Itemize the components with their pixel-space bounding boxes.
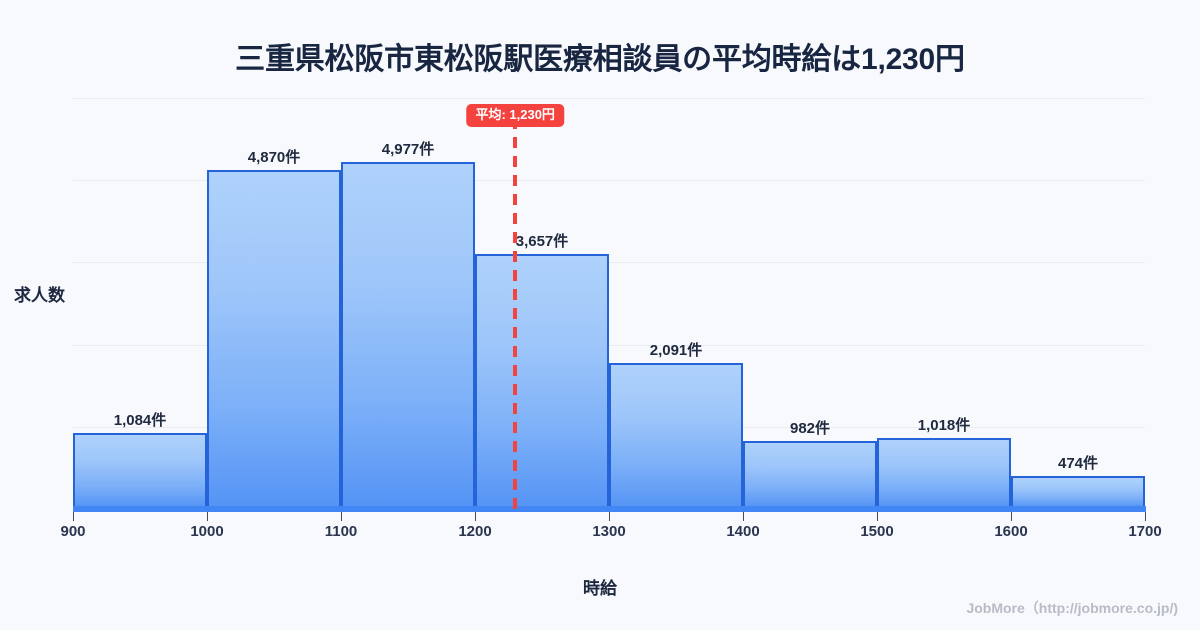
x-axis-tick	[341, 512, 342, 521]
bar-value-label: 982件	[789, 419, 831, 437]
x-axis-tick	[207, 512, 208, 521]
histogram-bar[interactable]	[475, 254, 609, 509]
bar-value-label: 4,977件	[381, 141, 435, 159]
x-axis-tick-label: 1600	[994, 523, 1028, 540]
x-axis-tick	[609, 512, 610, 521]
gridline	[73, 345, 1145, 346]
bar-value-label: 3,657件	[515, 233, 569, 251]
average-dashed-line	[513, 118, 518, 510]
watermark: JobMore（http://jobmore.co.jp/)	[966, 600, 1178, 616]
x-axis-tick-label: 1200	[458, 523, 492, 540]
x-axis-line	[73, 506, 1146, 512]
bar-value-label: 1,084件	[113, 412, 167, 430]
x-axis-tick	[1145, 512, 1146, 521]
histogram-bar[interactable]	[1011, 475, 1145, 509]
bar-value-label: 474件	[1057, 454, 1099, 472]
x-axis-tick	[743, 512, 744, 521]
bar-value-label: 4,870件	[247, 148, 301, 166]
y-axis-title: 求人数	[14, 286, 65, 305]
gridline	[73, 98, 1145, 99]
x-axis-tick-label: 1700	[1128, 523, 1162, 540]
histogram-bar[interactable]	[341, 162, 475, 509]
plot-area: 1,084件 4,870件 4,977件 3,657件 2,091件 982件 1,018件…	[73, 98, 1145, 510]
average-badge[interactable]: 平均: 1,230円	[466, 104, 564, 128]
histogram-bar[interactable]	[877, 438, 1011, 509]
histogram-bar[interactable]	[743, 440, 877, 509]
histogram-bar[interactable]	[609, 363, 743, 509]
x-axis-tick-label: 900	[60, 523, 86, 540]
x-axis-tick-label: 1100	[324, 523, 358, 540]
x-axis-tick-label: 1000	[190, 523, 224, 540]
histogram-bar[interactable]	[73, 433, 207, 509]
gridline	[73, 262, 1145, 263]
x-axis-title: 時給	[583, 579, 617, 598]
x-axis-tick-label: 1500	[860, 523, 894, 540]
x-axis-tick	[877, 512, 878, 521]
page-title: 三重県松阪市東松阪駅医療相談員の平均時給は1,230円	[235, 43, 965, 76]
x-axis-tick	[475, 512, 476, 521]
x-axis-tick	[73, 512, 74, 521]
bar-value-label: 1,018件	[917, 417, 971, 435]
x-axis-tick-label: 1300	[592, 523, 626, 540]
x-axis-tick	[1011, 512, 1012, 521]
histogram-bar[interactable]	[207, 169, 341, 509]
gridline	[73, 180, 1145, 181]
x-axis-tick-label: 1400	[726, 523, 760, 540]
bar-value-label: 2,091件	[649, 342, 703, 360]
